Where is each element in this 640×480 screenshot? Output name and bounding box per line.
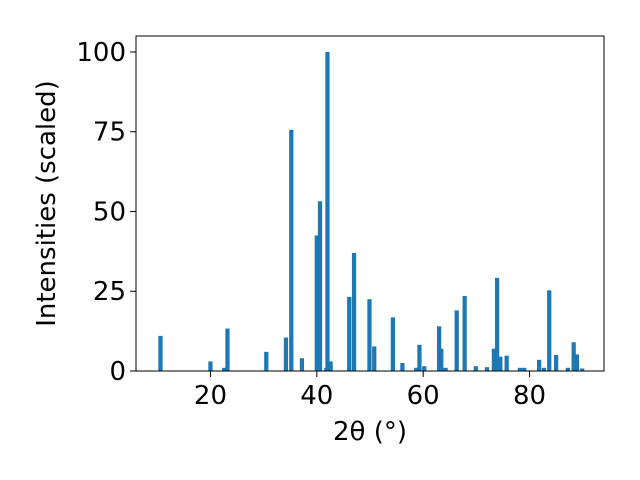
bar bbox=[314, 235, 319, 371]
bar bbox=[283, 337, 289, 371]
y-axis-label: Intensities (scaled) bbox=[32, 80, 62, 327]
y-tick-label: 50 bbox=[93, 197, 126, 227]
bar bbox=[541, 367, 547, 371]
bar bbox=[484, 367, 490, 371]
bar bbox=[498, 356, 503, 371]
bar bbox=[504, 355, 509, 371]
y-tick-label: 25 bbox=[93, 277, 126, 307]
bar bbox=[454, 310, 459, 371]
bar bbox=[574, 354, 579, 371]
bar bbox=[328, 361, 333, 371]
bar bbox=[400, 363, 405, 371]
bar bbox=[264, 351, 269, 371]
x-tick-label: 20 bbox=[194, 381, 227, 411]
bar bbox=[372, 346, 377, 371]
x-tick-label: 60 bbox=[407, 381, 440, 411]
bar bbox=[571, 342, 576, 371]
y-tick-label: 0 bbox=[109, 357, 126, 387]
bar bbox=[317, 201, 323, 371]
bar bbox=[222, 367, 227, 371]
bars-group bbox=[158, 51, 585, 371]
x-axis: 20 40 60 80 bbox=[194, 371, 546, 411]
bar bbox=[422, 366, 427, 371]
bar bbox=[565, 367, 570, 371]
bar bbox=[299, 358, 305, 371]
bar bbox=[390, 317, 395, 371]
x-tick-label: 40 bbox=[300, 381, 333, 411]
bar bbox=[325, 51, 330, 371]
bar bbox=[536, 359, 542, 371]
x-axis-label: 2θ (°) bbox=[333, 417, 407, 447]
bar bbox=[580, 368, 585, 371]
x-tick-label: 80 bbox=[513, 381, 546, 411]
bar bbox=[347, 296, 352, 371]
plot-frame bbox=[135, 35, 605, 372]
bar bbox=[414, 367, 419, 371]
bar bbox=[473, 366, 478, 371]
y-tick-label: 100 bbox=[76, 38, 126, 68]
bar bbox=[522, 367, 527, 371]
bar bbox=[351, 252, 357, 371]
y-axis: 0 25 50 75 100 bbox=[76, 38, 136, 387]
y-tick-label: 75 bbox=[93, 118, 126, 148]
bar bbox=[158, 335, 163, 371]
bar bbox=[491, 348, 497, 371]
bar bbox=[443, 367, 448, 371]
bar bbox=[208, 361, 213, 371]
bar bbox=[225, 328, 230, 371]
bar bbox=[462, 296, 467, 371]
bar bbox=[417, 344, 422, 371]
bar bbox=[494, 277, 500, 371]
bar bbox=[517, 367, 523, 371]
bar bbox=[554, 355, 559, 371]
bar bbox=[289, 129, 294, 371]
bar bbox=[437, 326, 442, 371]
bar bbox=[547, 290, 552, 371]
bar bbox=[367, 299, 372, 371]
bar bbox=[439, 348, 444, 371]
